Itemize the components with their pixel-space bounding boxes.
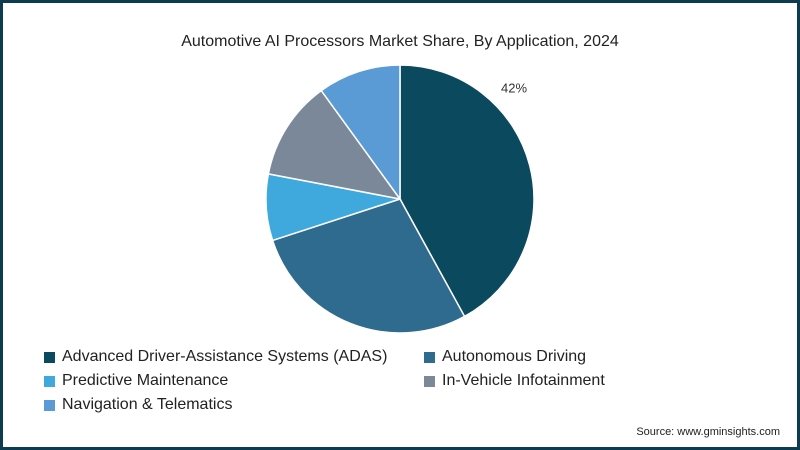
legend-label: Autonomous Driving [442,348,587,365]
legend-item-predictive: Predictive Maintenance [44,372,228,390]
data-label: 42% [501,81,527,96]
chart-title: Automotive AI Processors Market Share, B… [181,33,619,50]
pie-slice-3 [267,89,402,201]
legend-item-adas: Advanced Driver-Assistance Systems (ADAS… [44,348,387,366]
legend-label: Advanced Driver-Assistance Systems (ADAS… [62,348,388,365]
legend-swatch [424,351,435,363]
legend-swatch [44,375,55,387]
legend-label: Navigation & Telematics [62,396,233,413]
pie-slice-4 [320,64,401,202]
source-note: Source: www.gminsights.com [636,426,780,438]
legend-swatch [44,399,55,411]
pie-slice-0 [399,64,535,318]
pie-slice-1 [271,198,466,334]
legend-item-infotainment: In-Vehicle Infotainment [424,372,605,390]
legend-item-autonomous: Autonomous Driving [424,348,586,366]
legend-item-navigation: Navigation & Telematics [44,396,232,414]
legend-label: Predictive Maintenance [62,372,229,389]
legend-swatch [44,351,55,363]
legend-swatch [424,375,435,387]
legend-label: In-Vehicle Infotainment [442,372,605,389]
